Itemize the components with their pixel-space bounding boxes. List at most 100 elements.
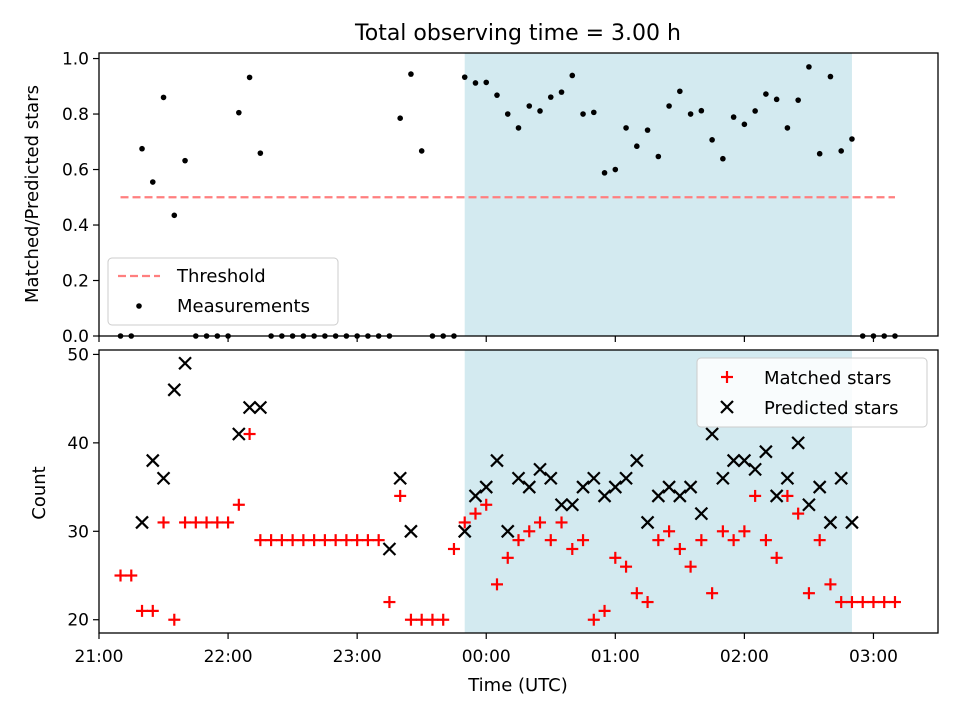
predicted-star-point (597, 489, 612, 503)
measurement-point (236, 109, 242, 116)
measurement-point (397, 115, 403, 122)
matched-star-point (394, 489, 407, 502)
measurement-point (720, 155, 726, 162)
matched-star-point (447, 542, 460, 555)
matched-star-point (426, 613, 439, 626)
bottom-y-axis-label: Count (29, 466, 50, 519)
top-plot-frame (98, 52, 939, 337)
predicted-star-point (726, 453, 741, 468)
matched-star-point (318, 534, 331, 547)
matched-stars-points (114, 428, 901, 626)
y-tick-label: 30 (67, 522, 89, 542)
measurement-point (849, 136, 855, 142)
matched-star-point (523, 525, 536, 538)
matched-star-point (189, 516, 202, 529)
predicted-star-point (146, 453, 160, 468)
matched-star-point (727, 534, 740, 547)
predicted-star-point (640, 515, 655, 530)
x-tick-label: 23:00 (333, 647, 382, 667)
predicted-star-point (619, 471, 633, 486)
x-axis-label: Time (UTC) (467, 675, 568, 696)
y-ticks-bottom: 20 30 40 50 (67, 345, 99, 631)
y-tick-label: 40 (67, 434, 89, 454)
matched-star-point (404, 613, 417, 626)
matched-star-point (641, 596, 654, 609)
measurement-point (160, 94, 167, 101)
x-tick-label: 01:00 (591, 647, 640, 667)
legend-measurements-swatch (136, 303, 142, 309)
measurement-point (547, 94, 554, 100)
x-tick-label: 21:00 (75, 647, 124, 667)
predicted-star-point (167, 383, 182, 397)
predicted-star-point (500, 524, 515, 539)
matched-star-point (179, 516, 192, 529)
measurement-point (644, 127, 651, 133)
measurement-point (827, 73, 834, 80)
measurement-point (752, 108, 758, 114)
predicted-star-point (759, 444, 773, 459)
predicted-star-point (802, 497, 816, 512)
predicted-star-point (404, 524, 418, 539)
matched-star-point (652, 534, 665, 547)
measurement-point (246, 74, 253, 81)
predicted-star-point (565, 497, 580, 512)
matched-star-point (577, 534, 590, 547)
matched-star-point (480, 498, 493, 511)
top-legend: Threshold Measurements (107, 257, 339, 326)
matched-star-point (673, 542, 686, 555)
matched-star-point (200, 516, 213, 529)
predicted-stars-points (135, 356, 859, 556)
measurement-point (494, 92, 500, 98)
predicted-star-point (382, 542, 397, 556)
matched-star-point (168, 613, 181, 626)
predicted-star-point (522, 480, 537, 494)
measurement-point (483, 79, 490, 86)
matched-star-point (695, 534, 708, 547)
matched-star-point (781, 489, 794, 502)
predicted-star-point (705, 427, 719, 441)
legend-matched-swatch (721, 371, 733, 383)
measurement-point (687, 111, 694, 117)
matched-star-point (534, 516, 547, 529)
matched-star-point (286, 534, 299, 547)
ratio-panel: 0.0 0.2 0.4 0.6 0.8 1.0 Matched/Predicted sta… (22, 50, 939, 347)
matched-star-point (415, 613, 428, 626)
matched-star-point (114, 569, 127, 582)
predicted-star-point (253, 400, 268, 415)
matched-star-point (265, 534, 278, 547)
predicted-star-point (468, 489, 483, 503)
predicted-star-point (479, 480, 494, 494)
matched-star-point (759, 534, 772, 547)
y-tick-label: 0.4 (62, 216, 89, 236)
matched-star-point (716, 525, 729, 538)
matched-star-point (211, 516, 224, 529)
matched-star-point (383, 596, 396, 609)
matched-star-point (824, 578, 837, 591)
top-y-axis-label: Matched/Predicted stars (22, 85, 43, 303)
matched-star-point (813, 534, 826, 547)
bottom-legend: Matched stars Predicted stars (696, 357, 928, 428)
predicted-star-point (748, 462, 762, 477)
y-ticks-top: 0.0 0.2 0.4 0.6 0.8 1.0 (62, 50, 99, 347)
matched-star-point (888, 596, 901, 609)
matched-star-point (738, 525, 751, 538)
measurement-point (666, 103, 672, 109)
predicted-star-point (543, 471, 558, 486)
measurement-point (806, 64, 812, 70)
predicted-star-point (533, 462, 547, 477)
matched-star-point (125, 569, 138, 582)
y-tick-label: 20 (67, 611, 89, 631)
predicted-star-point (694, 506, 709, 521)
measurement-point (763, 91, 769, 97)
measurement-point (257, 150, 264, 156)
measurement-point (139, 145, 145, 152)
measurement-point (461, 74, 468, 80)
matched-star-point (297, 534, 310, 547)
measurement-point (816, 150, 823, 157)
x-tick-label: 02:00 (720, 647, 769, 667)
measurement-point (537, 108, 543, 114)
measurement-point (472, 80, 479, 86)
measurement-point (655, 153, 662, 160)
matched-star-point (802, 587, 815, 600)
